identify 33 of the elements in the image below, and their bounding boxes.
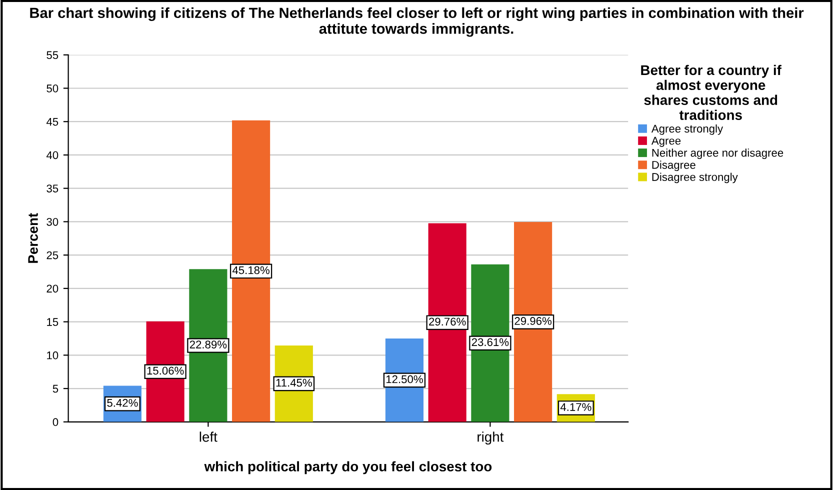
y-tick-label: 50 xyxy=(46,84,58,92)
y-tick-label: 20 xyxy=(46,284,58,293)
legend-label: Agree xyxy=(651,136,681,147)
text: 4.17% xyxy=(560,403,592,411)
y-tick-label: 10 xyxy=(47,351,58,360)
legend-label: Agree strongly xyxy=(651,124,724,135)
legend-title: Better for a country if almost everyone shares customs and traditions xyxy=(641,64,782,120)
y-axis-title: Percent xyxy=(28,213,38,263)
text: 22.89% xyxy=(190,340,227,348)
x-axis-title: which political party do you feel closest too xyxy=(204,461,492,474)
y-tick-label: 5 xyxy=(52,384,58,393)
x-tick-label: left xyxy=(200,432,218,442)
text: 11.45% xyxy=(276,378,312,387)
legend-label: Disagree xyxy=(652,160,696,172)
y-tick-label: 35 xyxy=(46,184,58,192)
legend-label: Disagree strongly xyxy=(652,172,738,184)
x-tick-label: right xyxy=(478,432,504,445)
text: 15.06% xyxy=(147,366,184,375)
text: 29.76% xyxy=(429,318,466,326)
y-tick-label: 30 xyxy=(46,218,58,226)
text: 12.50% xyxy=(386,375,423,384)
text: 45.18% xyxy=(232,266,270,274)
text: 23.61% xyxy=(472,338,509,346)
y-tick-label: 0 xyxy=(52,418,58,426)
y-tick-label: 15 xyxy=(47,318,58,326)
text: 29.96% xyxy=(514,317,552,325)
y-tick-label: 55 xyxy=(46,51,58,60)
y-tick-label: 40 xyxy=(46,151,58,160)
legend-label: Neither agree nor disagree xyxy=(652,148,784,159)
y-tick-label: 45 xyxy=(46,118,58,126)
text: 5.42% xyxy=(107,398,138,407)
chart-title: Bar chart showing if citizens of The Netherlands feel closer to left or right wing parties in combination with their attitute towards immigrants. xyxy=(30,7,804,37)
y-tick-label: 25 xyxy=(46,251,58,260)
